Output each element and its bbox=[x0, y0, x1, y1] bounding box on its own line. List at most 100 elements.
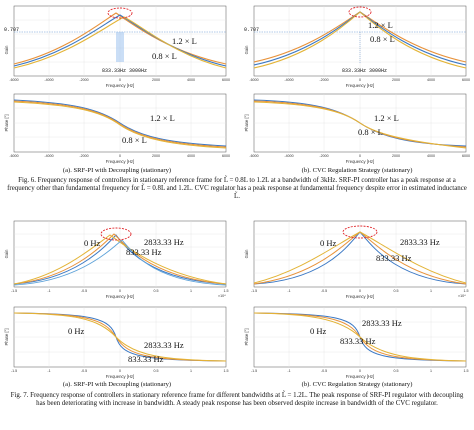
svg-text:1: 1 bbox=[190, 289, 192, 293]
svg-text:0: 0 bbox=[119, 78, 121, 82]
fig7b-subcaption: (b). CVC Regulation Strategy (stationary… bbox=[301, 381, 413, 388]
fig6b-gain-plot: -6000 -4000 -2000 0 2000 4000 6000 Frequenc… bbox=[244, 2, 470, 88]
svg-text:-2000: -2000 bbox=[79, 154, 88, 158]
svg-text:Frequency [Hz]: Frequency [Hz] bbox=[106, 294, 134, 299]
svg-text:-1: -1 bbox=[47, 369, 50, 373]
svg-text:0.5: 0.5 bbox=[394, 289, 399, 293]
svg-text:0.5: 0.5 bbox=[154, 289, 159, 293]
svg-text:-2000: -2000 bbox=[79, 78, 88, 82]
svg-text:Gain: Gain bbox=[244, 249, 249, 259]
svg-text:-1: -1 bbox=[287, 289, 290, 293]
svg-text:Gain: Gain bbox=[4, 249, 9, 259]
fig7a-phase-label-833hz: 833.33 Hz bbox=[128, 354, 164, 364]
fig7a-gain-svg: -1.5 -1 -0.5 0 0.5 1 1.5 ×10⁴ Frequency [Hz… bbox=[4, 220, 229, 299]
fig7b-phase-label-833hz: 833.33 Hz bbox=[340, 336, 376, 346]
fig7b-gain-svg: -1.5 -1 -0.5 0 0.5 1 1.5 ×10⁴ Frequency [Hz… bbox=[244, 220, 469, 299]
svg-text:-6000: -6000 bbox=[9, 154, 18, 158]
svg-text:4000: 4000 bbox=[187, 154, 195, 158]
svg-text:Frequency [Hz]: Frequency [Hz] bbox=[106, 83, 134, 88]
svg-text:Phase [°]: Phase [°] bbox=[244, 328, 249, 345]
svg-text:×10⁴: ×10⁴ bbox=[458, 294, 466, 298]
fig6a-label-1p2L: 1.2 × L bbox=[172, 36, 197, 46]
svg-text:-0.5: -0.5 bbox=[81, 289, 87, 293]
svg-text:-1.5: -1.5 bbox=[251, 289, 257, 293]
fig6a-phase-label-0p8L: 0.8 × L bbox=[122, 135, 147, 145]
svg-text:2000: 2000 bbox=[152, 154, 160, 158]
svg-text:1.5: 1.5 bbox=[224, 289, 229, 293]
fig7a-subcaption: (a). SRF-PI with Decoupling (stationary) bbox=[62, 381, 172, 388]
fig6b-phase-plot: -6000 -4000 -2000 0 2000 4000 6000 Frequenc… bbox=[244, 91, 470, 165]
fig7a-label-833hz: 833.33 Hz bbox=[126, 247, 162, 257]
svg-text:-0.5: -0.5 bbox=[321, 289, 327, 293]
fig7a-label-0hz: 0 Hz bbox=[84, 238, 101, 248]
svg-text:-1: -1 bbox=[287, 369, 290, 373]
fig7a-phase-label-2833hz: 2833.33 Hz bbox=[144, 340, 184, 350]
svg-text:2000: 2000 bbox=[392, 78, 400, 82]
svg-text:0.5: 0.5 bbox=[394, 369, 399, 373]
fig6b-label-0p8L: 0.8 × L bbox=[370, 34, 395, 44]
fig7a-gain-plot: -1.5 -1 -0.5 0 0.5 1 1.5 ×10⁴ Frequency [Hz… bbox=[4, 218, 230, 300]
fig6a-subcaption: (a). SRF-PI with Decoupling (stationary) bbox=[62, 167, 172, 174]
svg-text:Frequency [Hz]: Frequency [Hz] bbox=[106, 159, 134, 164]
svg-text:833.33Hz 3000Hz: 833.33Hz 3000Hz bbox=[102, 68, 147, 74]
fig7b-label-2833hz: 2833.33 Hz bbox=[400, 237, 440, 247]
svg-text:6000: 6000 bbox=[222, 78, 230, 82]
svg-text:-6000: -6000 bbox=[249, 154, 258, 158]
svg-text:×10⁴: ×10⁴ bbox=[218, 294, 226, 298]
svg-text:0.5: 0.5 bbox=[154, 369, 159, 373]
svg-text:Phase [°]: Phase [°] bbox=[4, 114, 9, 131]
svg-text:-4000: -4000 bbox=[284, 154, 293, 158]
svg-text:0.707: 0.707 bbox=[244, 27, 259, 33]
fig7-caption: Fig. 7. Frequency response of controller… bbox=[10, 392, 464, 408]
svg-text:Frequency [Hz]: Frequency [Hz] bbox=[346, 294, 374, 299]
svg-text:-0.5: -0.5 bbox=[321, 369, 327, 373]
fig6b-label-1p2L: 1.2 × L bbox=[368, 20, 393, 30]
svg-text:Phase [°]: Phase [°] bbox=[4, 328, 9, 345]
fig6a-gain-svg: -6000 -4000 -2000 0 2000 4000 6000 Frequenc… bbox=[4, 5, 230, 88]
fig7b-phase-label-0hz: 0 Hz bbox=[310, 326, 327, 336]
svg-text:-4000: -4000 bbox=[44, 154, 53, 158]
fig7a-phase-label-0hz: 0 Hz bbox=[68, 326, 85, 336]
svg-text:6000: 6000 bbox=[462, 154, 470, 158]
svg-text:-6000: -6000 bbox=[249, 78, 258, 82]
svg-text:1.5: 1.5 bbox=[224, 369, 229, 373]
svg-text:-4000: -4000 bbox=[44, 78, 53, 82]
svg-text:Frequency [Hz]: Frequency [Hz] bbox=[346, 159, 374, 164]
svg-text:Gain: Gain bbox=[244, 45, 249, 55]
svg-text:Phase [°]: Phase [°] bbox=[244, 114, 249, 131]
svg-text:0: 0 bbox=[359, 78, 361, 82]
svg-text:0: 0 bbox=[359, 369, 361, 373]
svg-text:0.707: 0.707 bbox=[4, 27, 19, 33]
svg-text:Frequency [Hz]: Frequency [Hz] bbox=[346, 83, 374, 88]
svg-text:-0.5: -0.5 bbox=[81, 369, 87, 373]
fig7b-phase-plot: -1.5 -1 -0.5 0 0.5 1 1.5 Frequency [Hz] Pha… bbox=[244, 304, 470, 380]
svg-text:-1.5: -1.5 bbox=[11, 369, 17, 373]
fig6a-phase-label-1p2L: 1.2 × L bbox=[150, 113, 175, 123]
svg-text:2000: 2000 bbox=[392, 154, 400, 158]
svg-text:-2000: -2000 bbox=[319, 154, 328, 158]
fig6b-phase-svg: -6000 -4000 -2000 0 2000 4000 6000 Frequenc… bbox=[244, 93, 470, 164]
fig6-caption: Fig. 6. Frequency response of controller… bbox=[7, 177, 467, 201]
svg-text:Frequency [Hz]: Frequency [Hz] bbox=[346, 374, 374, 379]
svg-text:-1.5: -1.5 bbox=[11, 289, 17, 293]
svg-text:Gain: Gain bbox=[4, 45, 9, 55]
svg-text:-2000: -2000 bbox=[319, 78, 328, 82]
fig7a-phase-svg: -1.5 -1 -0.5 0 0.5 1 1.5 Frequency [Hz] Pha… bbox=[4, 306, 229, 379]
fig7b-phase-label-2833hz: 2833.33 Hz bbox=[362, 318, 402, 328]
svg-text:Frequency [Hz]: Frequency [Hz] bbox=[106, 374, 134, 379]
svg-text:6000: 6000 bbox=[462, 78, 470, 82]
fig6b-subcaption: (b). CVC Regulation Strategy (stationary… bbox=[301, 167, 413, 174]
svg-text:1.5: 1.5 bbox=[464, 289, 469, 293]
fig7a-label-2833hz: 2833.33 Hz bbox=[144, 237, 184, 247]
svg-text:0: 0 bbox=[359, 154, 361, 158]
svg-text:2000: 2000 bbox=[152, 78, 160, 82]
svg-text:-1: -1 bbox=[47, 289, 50, 293]
fig6a-phase-svg: -6000 -4000 -2000 0 2000 4000 6000 Frequenc… bbox=[4, 93, 230, 164]
svg-text:1: 1 bbox=[430, 289, 432, 293]
fig7a-phase-plot: -1.5 -1 -0.5 0 0.5 1 1.5 Frequency [Hz] Pha… bbox=[4, 304, 230, 380]
svg-text:833.33Hz 3000Hz: 833.33Hz 3000Hz bbox=[342, 68, 387, 74]
svg-text:-6000: -6000 bbox=[9, 78, 18, 82]
svg-text:0: 0 bbox=[119, 369, 121, 373]
svg-text:0: 0 bbox=[359, 289, 361, 293]
svg-text:1: 1 bbox=[190, 369, 192, 373]
